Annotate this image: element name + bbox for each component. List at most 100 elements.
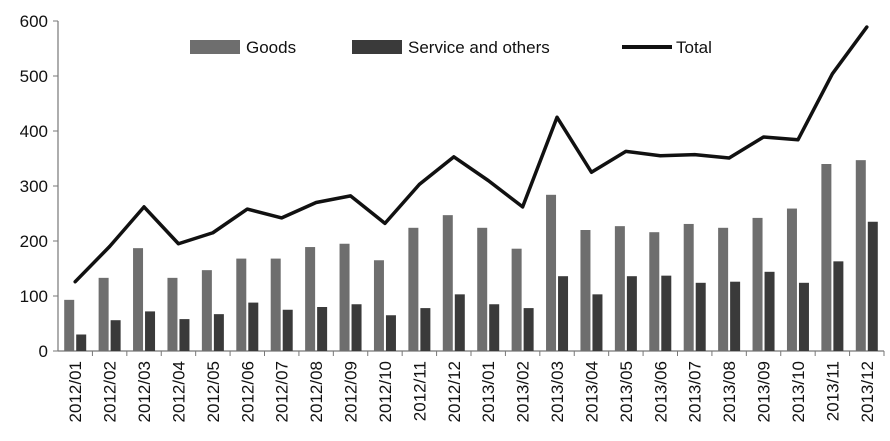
bar-service xyxy=(833,261,844,351)
y-tick-label: 0 xyxy=(39,342,48,361)
total-point xyxy=(280,216,284,220)
bar-service xyxy=(420,308,431,351)
bar-goods xyxy=(270,258,281,351)
x-tick-label: 2012/05 xyxy=(204,361,223,422)
x-tick-label: 2013/01 xyxy=(479,361,498,422)
bar-service xyxy=(626,276,637,351)
y-tick-label: 100 xyxy=(20,287,48,306)
total-point xyxy=(314,201,318,204)
bar-goods xyxy=(855,160,866,351)
total-point xyxy=(521,205,525,209)
bar-goods xyxy=(786,208,797,351)
total-point xyxy=(452,155,456,159)
x-tick-label: 2013/07 xyxy=(686,361,705,422)
total-point xyxy=(349,194,353,198)
bar-service xyxy=(76,334,87,351)
bars xyxy=(64,160,878,351)
bar-goods xyxy=(718,227,729,351)
total-point xyxy=(624,149,628,153)
bar-service xyxy=(523,308,534,351)
total-point xyxy=(73,280,77,284)
x-tick-label: 2013/02 xyxy=(514,361,533,422)
total-point xyxy=(796,138,800,142)
bar-service xyxy=(764,271,775,351)
y-tick-label: 400 xyxy=(20,122,48,141)
x-tick-label: 2013/11 xyxy=(823,361,842,421)
x-tick-label: 2012/12 xyxy=(445,361,464,422)
x-tick-label: 2013/09 xyxy=(755,361,774,422)
total-point xyxy=(658,154,662,158)
total-point xyxy=(211,231,215,235)
bar-goods xyxy=(305,247,316,351)
bar-goods xyxy=(373,260,384,351)
legend: Goods Service and others Total xyxy=(190,38,712,57)
bar-goods xyxy=(821,164,832,351)
legend-label-goods: Goods xyxy=(246,38,296,57)
total-point xyxy=(245,207,249,211)
bar-goods xyxy=(408,227,419,351)
bar-service xyxy=(248,302,259,351)
x-tick-label: 2012/07 xyxy=(273,361,292,422)
bar-service xyxy=(695,282,706,351)
x-tick-label: 2013/03 xyxy=(548,361,567,422)
bar-service xyxy=(454,294,465,351)
bar-service xyxy=(661,275,672,351)
x-tick-label: 2012/08 xyxy=(307,361,326,422)
total-point xyxy=(142,205,146,209)
x-tick-label: 2012/01 xyxy=(66,361,85,422)
bar-service xyxy=(213,314,224,351)
bar-goods xyxy=(546,194,557,351)
x-tick-label: 2013/10 xyxy=(789,361,808,422)
x-tick-label: 2013/05 xyxy=(617,361,636,422)
bar-service xyxy=(867,221,878,351)
bar-goods xyxy=(339,243,350,351)
x-tick-label: 2012/10 xyxy=(376,361,395,422)
bar-goods xyxy=(580,230,591,351)
axes xyxy=(53,20,885,356)
total-point xyxy=(693,153,697,157)
x-tick-label: 2013/12 xyxy=(858,361,877,422)
bar-goods xyxy=(477,227,488,351)
x-tick-label: 2012/06 xyxy=(238,361,257,422)
bar-service xyxy=(179,319,190,351)
total-point xyxy=(865,25,869,29)
total-point xyxy=(486,179,490,182)
bar-service xyxy=(110,320,121,351)
bar-service xyxy=(798,282,809,351)
bar-goods xyxy=(133,248,144,351)
total-point xyxy=(417,182,421,186)
bar-service xyxy=(730,281,741,351)
y-tick-label: 600 xyxy=(20,12,48,31)
bar-service xyxy=(489,304,500,351)
bar-service xyxy=(145,311,156,351)
legend-label-service: Service and others xyxy=(408,38,550,57)
x-tick-label: 2013/08 xyxy=(720,361,739,422)
y-tick-label: 200 xyxy=(20,232,48,251)
x-tick-label: 2012/11 xyxy=(410,361,429,421)
total-point xyxy=(176,242,180,246)
x-tick-label: 2013/04 xyxy=(582,361,601,422)
total-point xyxy=(108,245,112,248)
bar-goods xyxy=(236,258,247,351)
total-point xyxy=(383,221,387,225)
bar-goods xyxy=(649,232,660,351)
bar-service xyxy=(592,294,603,351)
y-tick-label: 300 xyxy=(20,177,48,196)
y-tick-label: 500 xyxy=(20,67,48,86)
total-point xyxy=(762,135,766,139)
x-tick-label: 2012/02 xyxy=(101,361,120,422)
bar-goods xyxy=(683,223,694,351)
bar-goods xyxy=(614,226,625,351)
bar-goods xyxy=(442,215,453,351)
legend-swatch-service xyxy=(352,40,402,54)
legend-swatch-goods xyxy=(190,40,240,54)
bar-goods xyxy=(64,299,75,351)
bar-goods xyxy=(201,270,212,351)
x-tick-label: 2012/04 xyxy=(169,361,188,422)
total-line xyxy=(73,25,869,284)
bar-goods xyxy=(752,217,763,351)
bar-service xyxy=(558,276,569,351)
legend-label-total: Total xyxy=(676,38,712,57)
x-tick-label: 2013/06 xyxy=(651,361,670,422)
